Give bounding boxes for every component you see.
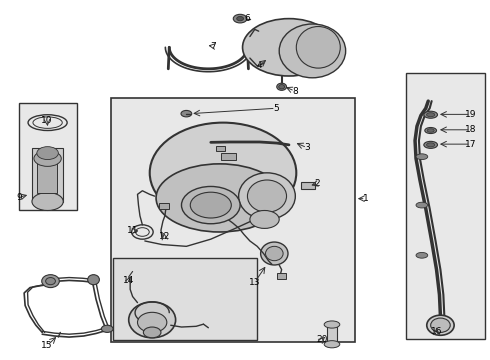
Ellipse shape xyxy=(416,202,428,208)
Ellipse shape xyxy=(239,173,295,220)
Ellipse shape xyxy=(32,193,63,211)
Text: 6: 6 xyxy=(245,14,250,23)
Ellipse shape xyxy=(324,321,340,328)
Text: 17: 17 xyxy=(465,140,476,149)
Ellipse shape xyxy=(181,111,192,117)
Ellipse shape xyxy=(266,246,283,261)
Text: 12: 12 xyxy=(159,232,170,241)
Ellipse shape xyxy=(424,111,438,118)
Text: 7: 7 xyxy=(210,42,216,51)
Text: 11: 11 xyxy=(127,226,138,235)
Ellipse shape xyxy=(144,327,161,338)
Bar xyxy=(406,73,486,338)
Bar xyxy=(37,158,57,193)
Ellipse shape xyxy=(156,164,283,232)
Ellipse shape xyxy=(34,150,61,166)
Text: 18: 18 xyxy=(465,125,476,134)
Bar xyxy=(216,145,225,151)
Ellipse shape xyxy=(416,252,428,258)
Ellipse shape xyxy=(431,318,450,332)
Ellipse shape xyxy=(46,278,55,285)
Text: 2: 2 xyxy=(315,179,320,188)
Ellipse shape xyxy=(261,242,288,265)
Bar xyxy=(220,153,236,160)
Ellipse shape xyxy=(237,17,244,21)
Text: 4: 4 xyxy=(257,61,263,70)
Ellipse shape xyxy=(427,143,435,147)
Bar xyxy=(111,98,355,342)
Ellipse shape xyxy=(427,129,434,132)
Ellipse shape xyxy=(279,24,345,78)
Bar xyxy=(159,203,169,209)
Bar xyxy=(113,258,257,340)
Bar xyxy=(327,324,337,344)
Text: 5: 5 xyxy=(273,104,279,113)
Ellipse shape xyxy=(88,275,99,285)
Text: 9: 9 xyxy=(16,193,22,202)
Ellipse shape xyxy=(42,275,59,288)
Text: 10: 10 xyxy=(41,116,53,125)
Ellipse shape xyxy=(190,192,231,218)
Ellipse shape xyxy=(324,341,340,348)
Ellipse shape xyxy=(424,141,438,148)
Ellipse shape xyxy=(279,85,285,89)
Ellipse shape xyxy=(101,325,113,332)
Ellipse shape xyxy=(129,302,175,338)
Ellipse shape xyxy=(37,147,58,159)
Ellipse shape xyxy=(150,123,296,223)
Text: 1: 1 xyxy=(363,194,368,203)
Text: 16: 16 xyxy=(431,327,442,336)
Ellipse shape xyxy=(247,180,287,212)
Ellipse shape xyxy=(425,127,437,134)
Text: 3: 3 xyxy=(304,143,310,152)
Ellipse shape xyxy=(250,211,279,228)
Text: 15: 15 xyxy=(41,341,53,350)
Text: 19: 19 xyxy=(465,110,476,119)
Text: 20: 20 xyxy=(317,335,328,344)
Bar xyxy=(32,148,63,202)
Ellipse shape xyxy=(277,83,287,90)
Text: 13: 13 xyxy=(249,278,261,287)
Ellipse shape xyxy=(138,312,167,332)
Bar xyxy=(301,182,315,189)
Ellipse shape xyxy=(427,113,435,117)
Text: 14: 14 xyxy=(123,276,134,285)
Bar xyxy=(277,273,286,279)
Ellipse shape xyxy=(233,14,247,23)
Ellipse shape xyxy=(243,19,335,76)
Ellipse shape xyxy=(181,186,240,224)
Bar xyxy=(19,103,77,211)
Ellipse shape xyxy=(427,315,454,335)
Ellipse shape xyxy=(416,154,428,159)
Text: 8: 8 xyxy=(292,86,298,95)
Ellipse shape xyxy=(296,27,340,68)
